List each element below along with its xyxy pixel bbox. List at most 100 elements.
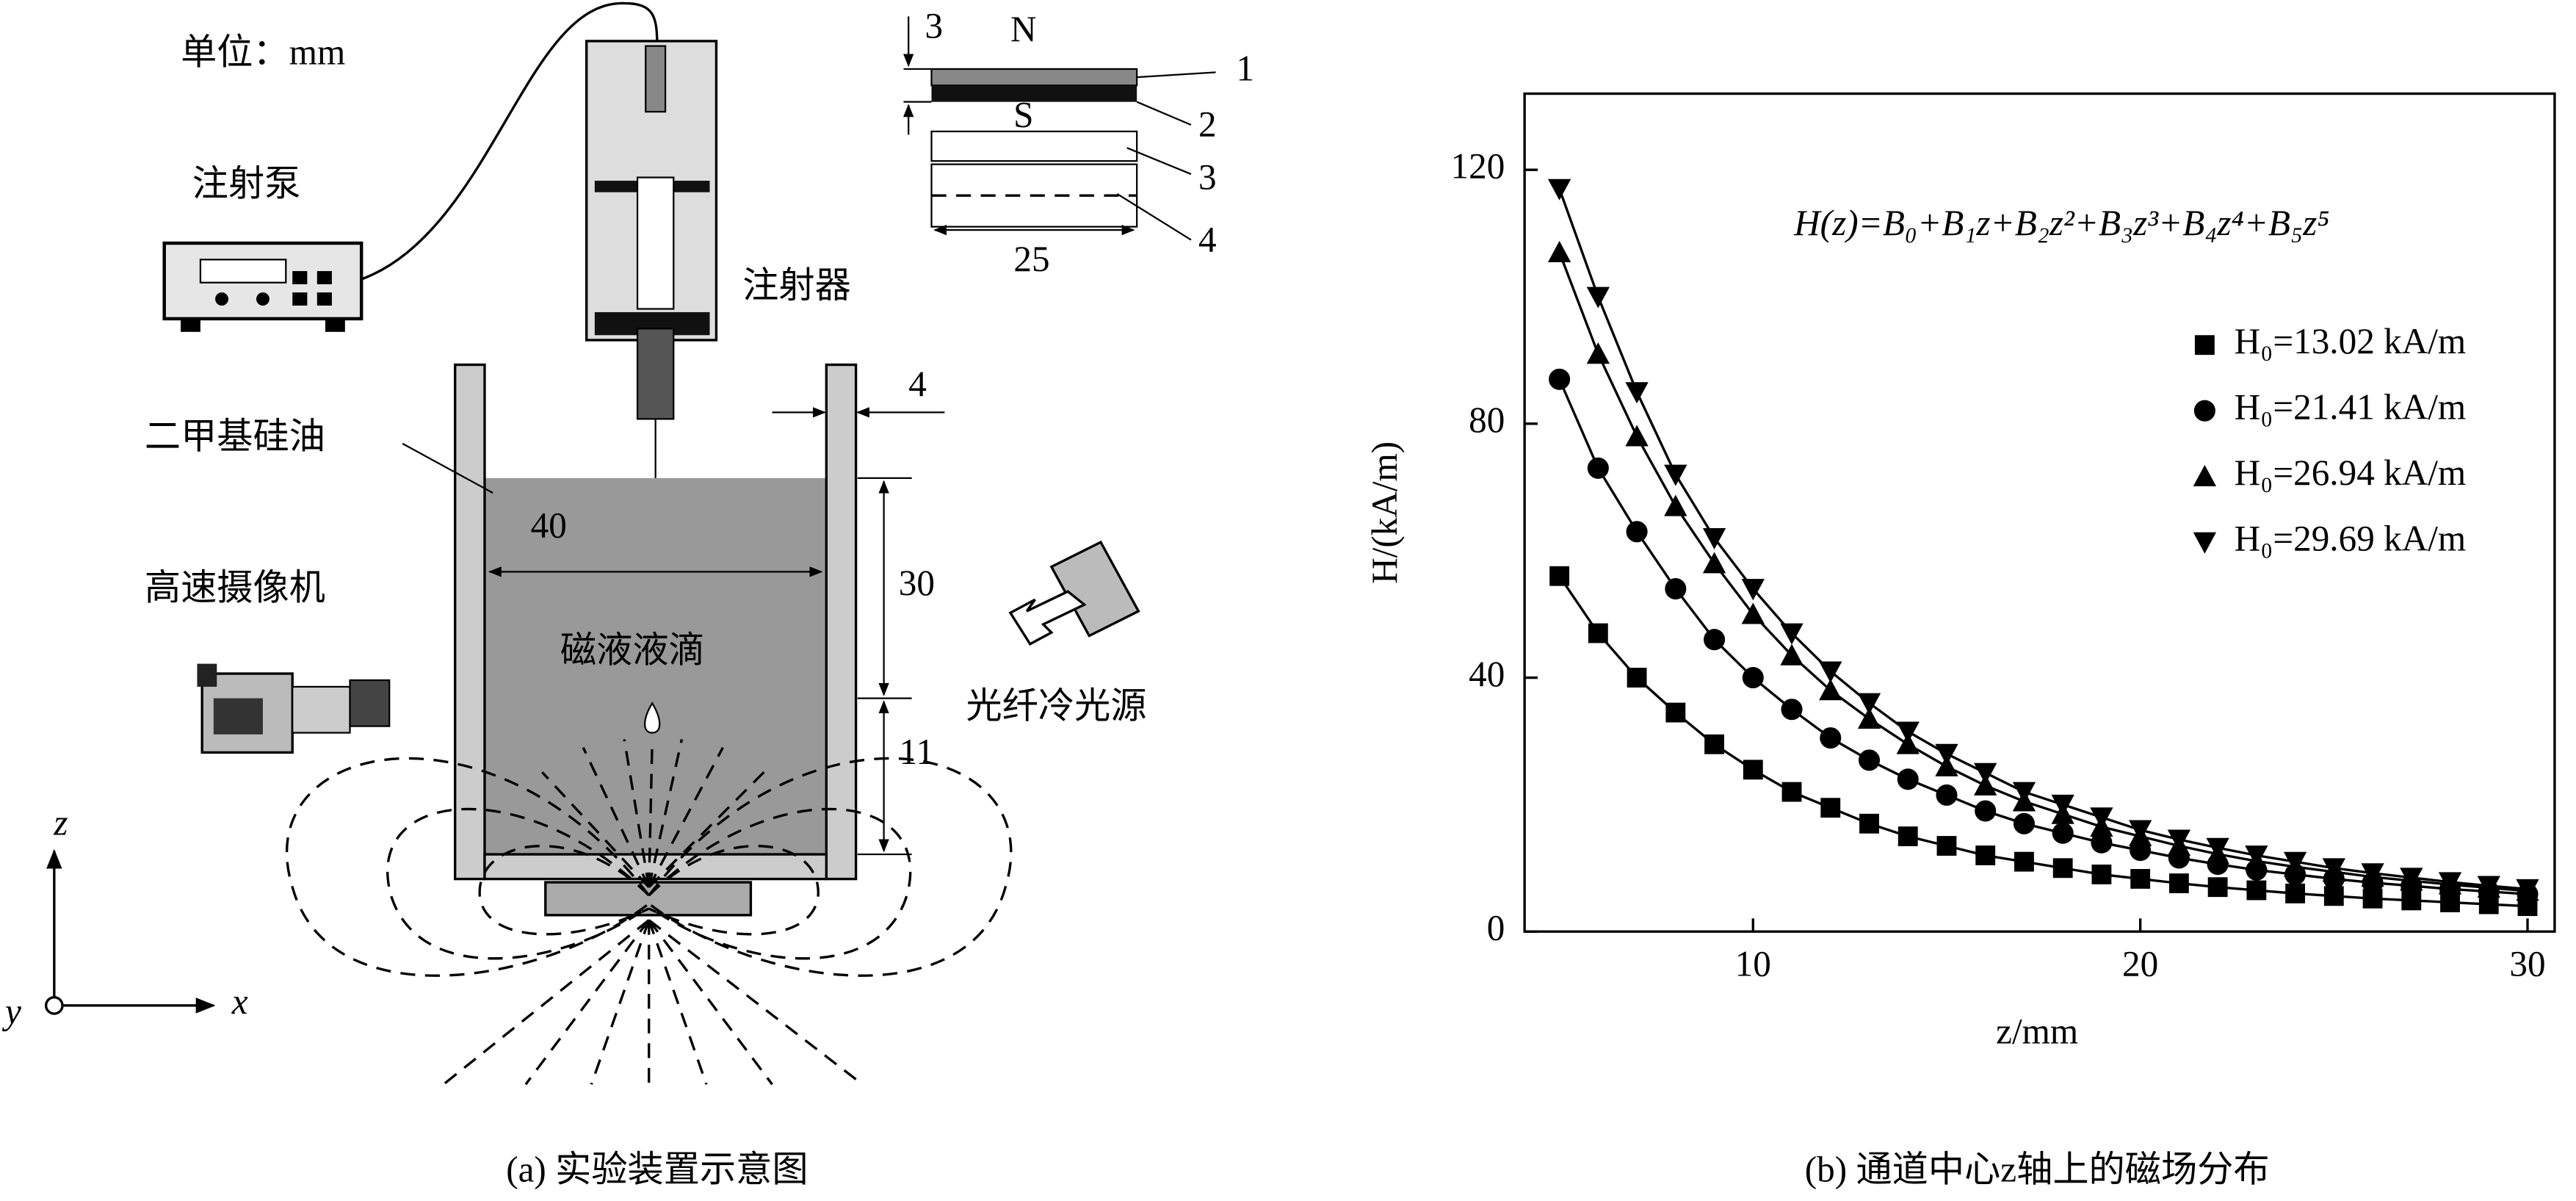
x-axis-label: z/mm [1996,1011,2078,1051]
data-point [2361,863,2384,885]
data-point [1586,286,1610,309]
data-point [2246,880,2267,901]
data-point [1780,643,1803,666]
data-point [1935,743,1958,765]
part-label: 4 [1198,219,1217,259]
data-point [2206,837,2229,859]
pump-button [292,292,308,306]
data-point [1743,760,1763,780]
data-point [2400,868,2423,890]
data-point [1975,845,1996,865]
data-point [2285,883,2306,904]
data-point [1936,836,1957,856]
data-point [1549,368,1571,390]
data-point [1627,668,1647,688]
pole-label: N [1010,9,1037,49]
data-point [1741,579,1765,601]
data-point [1702,527,1726,550]
caption: (a) 实验装置示意图 [506,1149,808,1189]
legend-marker [2193,464,2217,487]
data-point [1664,464,1687,486]
data-point [1820,727,1842,749]
x-tick-label: 30 [2509,944,2545,984]
data-point [1897,826,1918,846]
ferrofluid-droplet [644,702,661,734]
oil-label: 二甲基硅油 [145,416,325,457]
data-point [2051,794,2074,817]
pump-button [292,271,308,284]
part-label: 1 [1237,48,1255,89]
y-axis-label: H/(kA/m) [1364,441,1405,584]
camera-label: 高速摄像机 [145,567,325,607]
leader [402,442,493,494]
data-point [1704,734,1724,754]
dim-label: 4 [908,364,927,404]
data-point [1819,661,1842,683]
data-point [1626,521,1648,543]
legend-marker [2194,335,2215,356]
data-point [2283,851,2307,873]
data-point [1781,782,1802,802]
pump-knob [256,292,269,306]
data-point [1935,754,1958,776]
data-point [1741,602,1765,624]
data-point [2438,872,2462,894]
data-point [1896,721,1920,743]
data-point [2014,851,2034,872]
dim-label: 40 [531,505,567,546]
data-point [1820,798,1841,818]
data-point [1857,693,1881,715]
wall-left [454,363,486,881]
wall-right [825,363,858,881]
data-point [2091,832,2113,854]
syringe-label: 注射器 [742,265,851,306]
plot-frame [1523,92,2556,933]
pump-button [316,292,332,306]
axis-label: x [231,981,248,1022]
barrel [636,176,675,310]
data-point [1975,800,1997,822]
data-point [1665,578,1687,600]
y-tick-label: 120 [1450,145,1505,186]
data-point [1588,623,1608,643]
y-tick-label: 0 [1487,907,1505,948]
data-point [1625,425,1649,447]
dim-label: 30 [899,563,935,603]
legend-label: H₀=29.69 kA/m [2235,518,2467,558]
setup-diagram: 单位：mm 注射泵 注射器 二甲基硅油 高速摄像机 磁液液滴 光纤冷光源 40 … [1,1,1255,1189]
axis-label: y [1,992,21,1032]
data-point [1547,240,1571,262]
axis-label: z [53,802,68,843]
data-point [1549,566,1570,586]
data-point [1742,666,1764,689]
data-point [2012,782,2036,804]
data-point [1625,382,1649,404]
light-source [1008,540,1140,646]
data-point [1974,762,1997,785]
data-point [2477,876,2500,898]
x-tick-label: 20 [2122,944,2158,984]
data-point [1936,784,1958,806]
chart: H(z)=B₀+B₁z+B₂z²+B₃z³+B₄z⁴+B₅z⁵ z/mm H/(… [1364,92,2556,1189]
data-point [2090,807,2113,829]
data-point [2207,877,2228,898]
caption: (b) 通道中心z轴上的磁场分布 [1805,1149,2270,1189]
unit-label: 单位：mm [181,32,345,72]
data-point [2168,873,2189,893]
field-lines [286,739,1013,1086]
data-point [2245,845,2268,868]
data-point [1859,813,1879,834]
dim-label: 11 [900,732,934,772]
data-point [1974,773,1997,796]
data-point [1857,707,1881,729]
dim-label: 3 [925,6,944,46]
data-point [1587,457,1609,479]
data-point [1896,732,1920,754]
data-point [1819,679,1842,701]
camera [197,663,391,754]
y-tick-label: 80 [1469,400,1505,440]
x-tick-label: 10 [1735,944,1771,984]
data-point [2013,812,2035,834]
data-point [1780,623,1803,645]
